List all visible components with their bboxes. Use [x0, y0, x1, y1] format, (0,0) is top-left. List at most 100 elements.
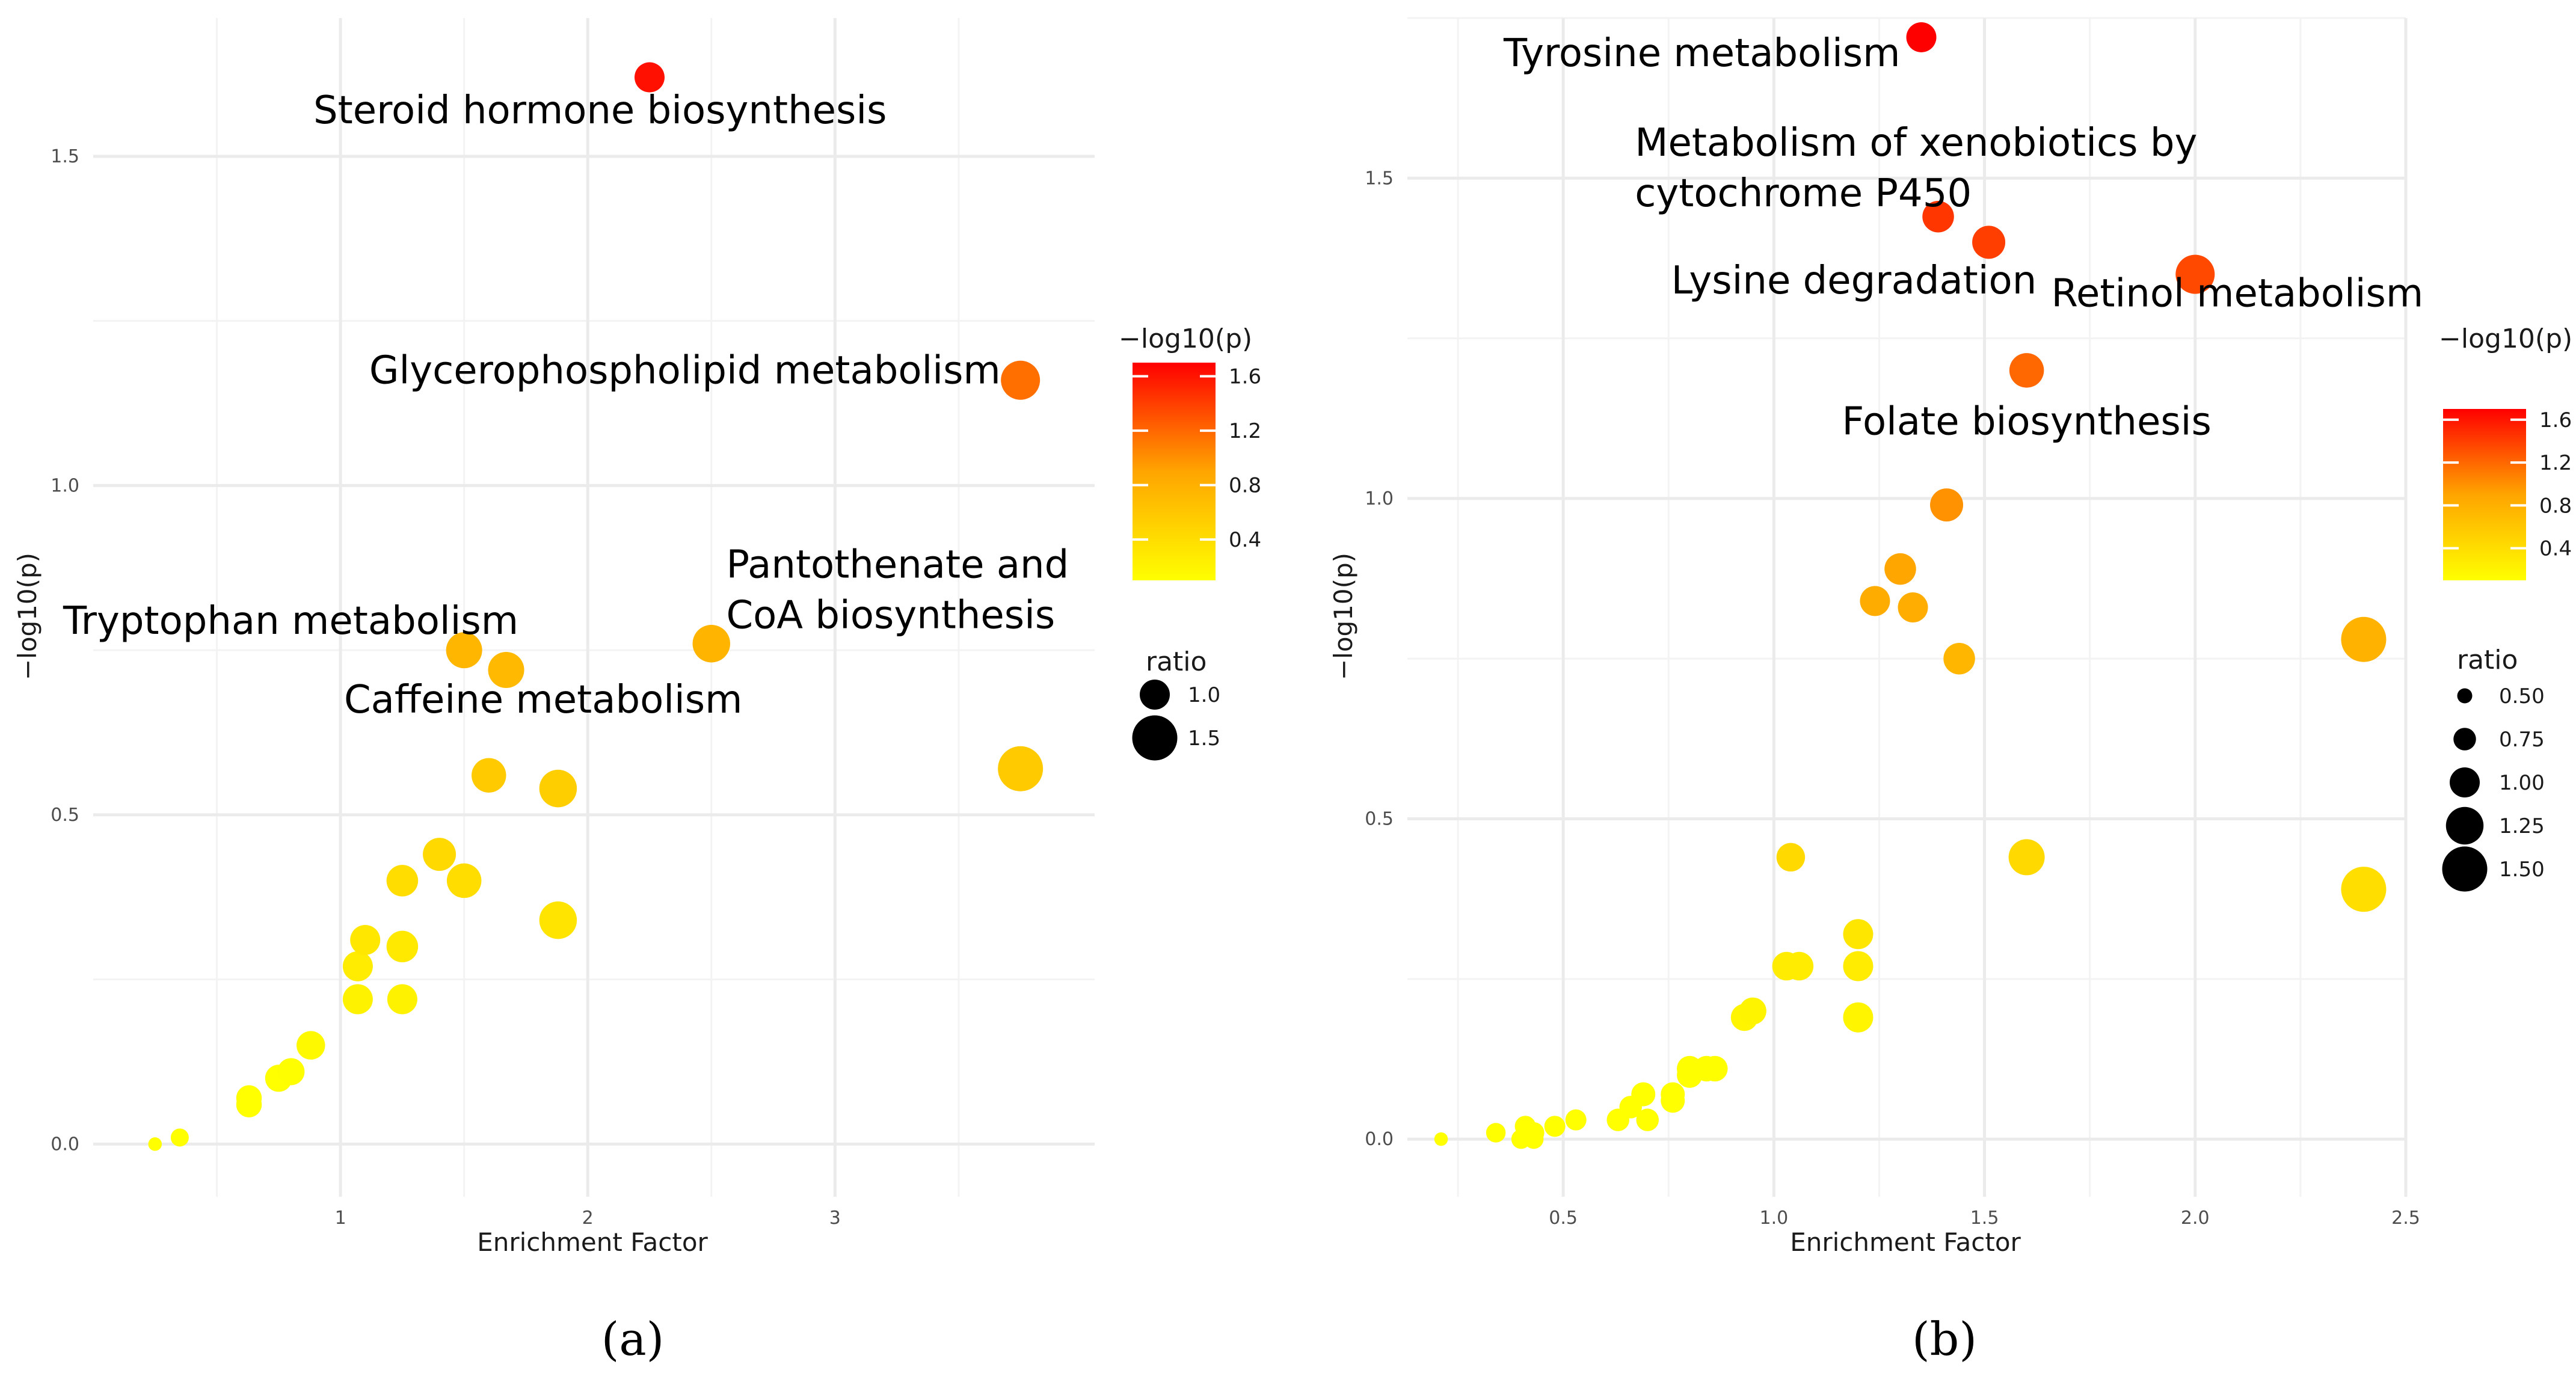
data-point	[236, 1085, 262, 1111]
data-point	[170, 1128, 189, 1147]
data-point	[1843, 919, 1874, 950]
data-point	[1843, 1002, 1874, 1033]
data-point	[1776, 843, 1806, 872]
annotation-line: cytochrome P450	[1635, 171, 1972, 216]
colorbar-tick-label: 0.4	[2539, 537, 2572, 561]
point-annotation: Metabolism of xenobiotics by cytochrome P…	[1635, 121, 2197, 216]
panel-a-y-ticks: 0.0 0.5 1.0 1.5	[51, 146, 79, 1155]
panel-a-label: (a)	[601, 1312, 665, 1366]
size-legend-key	[2457, 688, 2473, 704]
panel-a-x-axis-title: Enrichment Factor	[477, 1227, 708, 1257]
colorbar-tick-label: 0.8	[1229, 474, 1261, 498]
data-point	[2009, 353, 2044, 388]
data-point	[386, 930, 419, 963]
x-tick-label: 2	[582, 1208, 594, 1229]
data-point	[423, 838, 456, 871]
panel-b: 0.5 1.0 1.5 2.0 2.5 0.0 0.5 1.0 1.5 Tyrosine me…	[1329, 17, 2572, 1366]
y-tick-label: 1.5	[1365, 168, 1394, 189]
data-point	[446, 863, 482, 898]
point-annotation: Lysine degradation	[1671, 259, 2037, 303]
annotation-line: Caffeine metabolism	[344, 678, 743, 722]
panel-a-size-legend-items: 1.0 1.5	[1132, 680, 1220, 761]
size-legend-label: 0.75	[2499, 728, 2545, 752]
panel-a-annotations: Steroid hormone biosynthesis Glycerophosp…	[63, 88, 1069, 722]
data-point	[1943, 642, 1975, 675]
annotation-line: Tryptophan metabolism	[63, 599, 518, 643]
colorbar-tick-label: 1.6	[2539, 408, 2572, 432]
annotation-line: Folate biosynthesis	[1842, 399, 2211, 444]
data-point	[1565, 1109, 1587, 1131]
data-point	[1972, 226, 2006, 259]
data-point	[297, 1031, 325, 1060]
data-point	[1001, 360, 1041, 400]
data-point	[998, 746, 1044, 791]
annotation-line: Lysine degradation	[1671, 259, 2037, 303]
y-tick-label: 0.0	[51, 1134, 79, 1155]
data-point	[2341, 867, 2387, 912]
data-point	[1922, 200, 1954, 233]
panel-a: 1 2 3 0.0 0.5 1.0 1.5 Steroid hormone biosynt…	[13, 18, 1261, 1366]
colorbar-tick-label: 0.8	[2539, 494, 2572, 518]
panel-b-size-legend-title: ratio	[2457, 645, 2518, 675]
annotation-line: Tyrosine metabolism	[1503, 31, 1901, 76]
size-legend-key	[1140, 680, 1170, 710]
point-annotation: Tryptophan metabolism	[63, 599, 518, 643]
size-legend-label: 1.5	[1188, 726, 1220, 751]
y-tick-label: 0.5	[1365, 809, 1394, 830]
data-point	[1486, 1123, 1506, 1143]
size-legend-label: 0.50	[2499, 684, 2545, 708]
panel-b-annotations: Tyrosine metabolism Metabolism of xenobio…	[1503, 31, 2423, 444]
annotation-line: Pantothenate and	[726, 543, 1069, 588]
data-point	[1930, 488, 1964, 522]
data-point	[472, 758, 506, 793]
data-point	[148, 1137, 162, 1151]
panel-a-points	[148, 62, 1044, 1151]
data-point	[539, 769, 577, 808]
data-point	[342, 951, 373, 981]
size-legend-key	[2450, 767, 2480, 797]
panel-a-size-legend: ratio 1.0 1.5	[1132, 647, 1220, 761]
panel-b-y-axis-title: −log10(p)	[1329, 553, 1358, 680]
x-tick-label: 1.0	[1760, 1208, 1789, 1229]
data-point	[386, 865, 419, 897]
data-point	[1636, 1108, 1659, 1131]
data-point	[1434, 1132, 1448, 1146]
panel-b-y-ticks: 0.0 0.5 1.0 1.5	[1365, 168, 1394, 1150]
x-tick-label: 2.5	[2391, 1208, 2420, 1229]
y-tick-label: 0.5	[51, 805, 79, 826]
data-point	[1514, 1116, 1536, 1137]
y-tick-label: 1.0	[51, 475, 79, 496]
panel-b-color-legend: −log10(p) 0.4 0.8 1.2 1.6	[2439, 324, 2572, 580]
panel-b-size-legend: ratio 0.50 0.75 1.00 1.25 1.50	[2442, 645, 2545, 892]
data-point	[1898, 592, 1928, 622]
colorbar-tick-label: 1.2	[2539, 451, 2572, 475]
panel-a-colorbar-ticks: 0.4 0.8 1.2 1.6	[1133, 365, 1261, 552]
y-tick-label: 1.5	[51, 146, 79, 167]
panel-b-grid	[1407, 17, 2408, 1197]
panel-b-x-ticks: 0.5 1.0 1.5 2.0 2.5	[1549, 1208, 2420, 1229]
panel-b-points	[1434, 22, 2387, 1149]
annotation-line: CoA biosynthesis	[726, 594, 1055, 638]
panel-b-colorbar-ticks: 0.4 0.8 1.2 1.6	[2443, 408, 2572, 561]
data-point	[277, 1058, 305, 1086]
data-point	[1661, 1082, 1685, 1107]
data-point	[387, 984, 417, 1015]
data-point	[488, 652, 524, 689]
data-point	[1884, 553, 1916, 585]
panel-b-x-axis-title: Enrichment Factor	[1790, 1227, 2021, 1257]
panel-a-grid	[93, 18, 1095, 1197]
size-legend-key	[2453, 728, 2476, 751]
data-point	[539, 901, 577, 939]
point-annotation: Caffeine metabolism	[344, 678, 743, 722]
data-point	[2175, 254, 2215, 294]
point-annotation: Pantothenate and CoA biosynthesis	[726, 543, 1069, 638]
panel-a-x-ticks: 1 2 3	[335, 1208, 841, 1229]
size-legend-label: 1.50	[2499, 858, 2545, 882]
panel-b-size-legend-items: 0.50 0.75 1.00 1.25 1.50	[2442, 684, 2545, 892]
colorbar-tick-label: 1.2	[1229, 419, 1261, 443]
data-point	[350, 924, 381, 955]
x-tick-label: 0.5	[1549, 1208, 1578, 1229]
size-legend-key	[2445, 806, 2484, 845]
size-legend-label: 1.00	[2499, 771, 2545, 795]
